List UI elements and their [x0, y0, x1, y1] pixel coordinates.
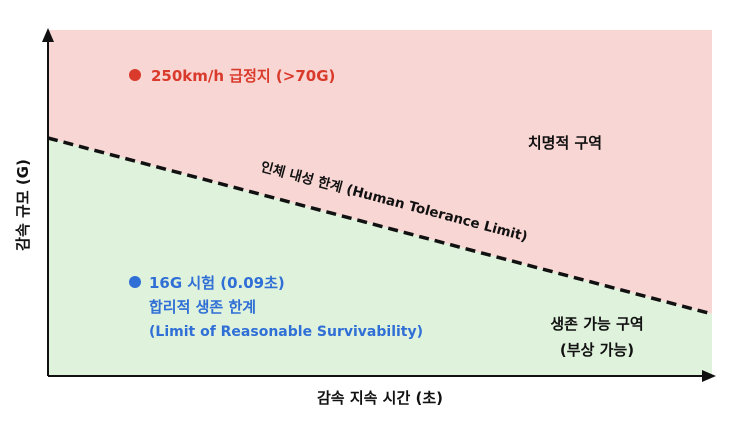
x-axis-label: 감속 지속 시간 (초)	[317, 389, 443, 407]
y-axis-label: 감속 규모 (G)	[14, 159, 32, 251]
survivable-zone-region	[48, 138, 712, 376]
point-16g-label: 16G 시험 (0.09초)	[149, 274, 285, 292]
lethal-zone-region	[48, 30, 712, 314]
human-tolerance-limit-line	[47, 136, 713, 316]
survivable-zone-note: (부상 가능)	[560, 341, 634, 359]
survivable-zone-label: 생존 가능 구역	[550, 315, 643, 333]
point-250kmh-label: 250km/h 급정지 (>70G)	[151, 67, 335, 85]
y-axis-arrowhead	[42, 28, 54, 42]
x-axis-arrowhead	[702, 370, 716, 382]
point-250kmh-marker	[129, 69, 141, 81]
point-16g-marker	[129, 276, 141, 288]
point-16g-subtitle-en: (Limit of Reasonable Survivability)	[149, 324, 423, 340]
point-16g-subtitle: 합리적 생존 한계	[149, 298, 256, 316]
lethal-zone-label: 치명적 구역	[528, 134, 602, 152]
